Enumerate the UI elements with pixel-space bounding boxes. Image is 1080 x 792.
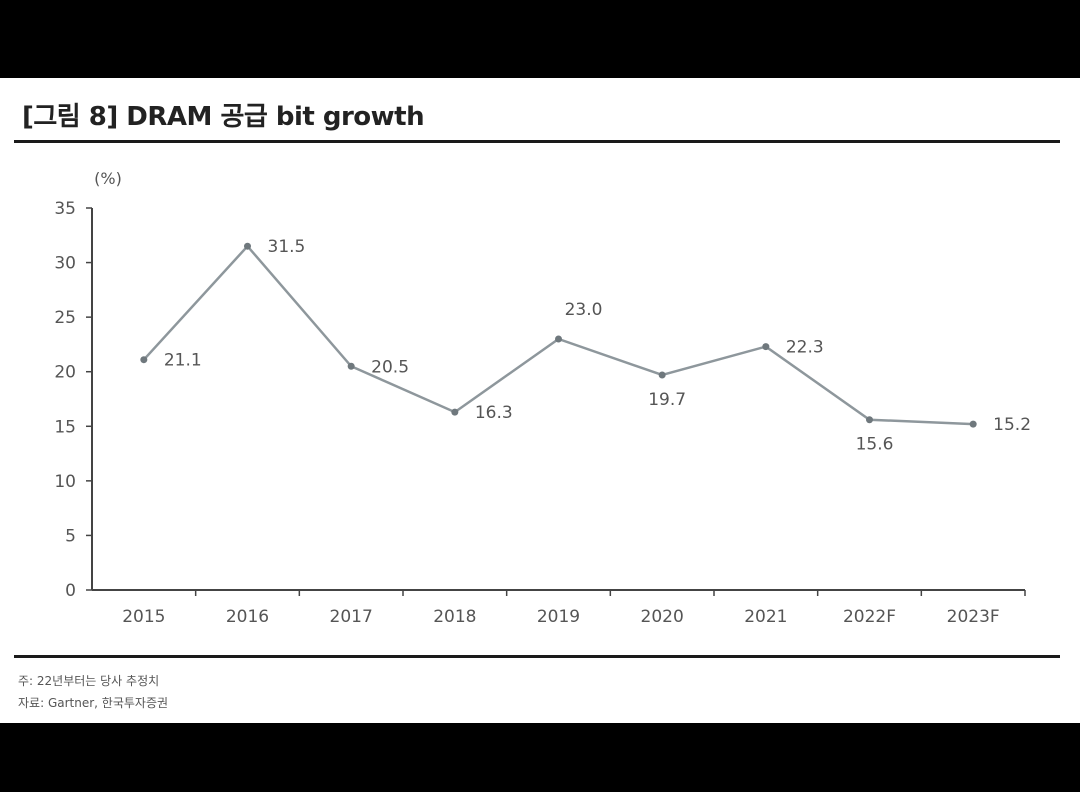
series-line	[142, 244, 974, 426]
data-label: 16.3	[475, 403, 513, 423]
data-point	[969, 420, 977, 428]
x-tick-label: 2019	[537, 607, 580, 627]
x-tick-label: 2021	[744, 607, 787, 627]
data-point	[244, 242, 251, 250]
data-point	[866, 416, 873, 424]
data-label: 15.6	[856, 435, 894, 455]
data-label: 20.5	[371, 357, 409, 377]
data-point	[451, 408, 459, 416]
y-tick-label: 10	[54, 472, 76, 492]
footer-divider	[14, 655, 1060, 658]
y-tick-label: 15	[54, 417, 76, 437]
y-tick-label: 5	[65, 526, 76, 546]
y-axis-unit-label: (%)	[94, 169, 122, 188]
data-point	[140, 356, 148, 364]
data-point	[347, 362, 355, 370]
data-point	[555, 335, 562, 343]
y-tick-label: 0	[65, 581, 76, 601]
x-tick-label: 2017	[330, 607, 373, 627]
data-label-group: 21.1 31.5 20.5 16.3 23.0 19.7 22.3 15.6 15.2	[164, 237, 1031, 455]
footnote-note: 주: 22년부터는 당사 추정치	[18, 674, 160, 688]
data-point	[658, 371, 666, 379]
x-tick-label: 2022F	[843, 607, 896, 627]
data-label: 15.2	[993, 415, 1031, 435]
title-divider	[14, 140, 1060, 143]
x-tick-label: 2016	[226, 607, 269, 627]
chart-title: [그림 8] DRAM 공급 bit growth	[22, 102, 425, 132]
y-tick-label: 25	[54, 308, 76, 328]
data-label: 19.7	[648, 390, 686, 410]
x-tick-label: 2015	[122, 607, 165, 627]
x-tick-label: 2020	[641, 607, 684, 627]
x-tick-label: 2018	[433, 607, 476, 627]
y-tick-label: 20	[54, 363, 76, 383]
series-line-group	[140, 242, 977, 428]
footnote-source: 자료: Gartner, 한국투자증권	[18, 696, 169, 710]
data-label: 23.0	[565, 300, 603, 320]
data-point	[762, 343, 770, 351]
data-label: 31.5	[268, 237, 306, 257]
x-tick-label: 2023F	[947, 607, 1000, 627]
chart-axes	[86, 207, 1026, 596]
y-axis-tick-labels: 0 5 10 15 20 25 30 35 (%)	[54, 169, 121, 601]
y-tick-label: 35	[54, 199, 76, 219]
data-label: 21.1	[164, 351, 202, 371]
y-tick-label: 30	[54, 254, 76, 274]
x-axis-tick-labels: 2015 2016 2017 2018 2019 2020 2021 2022F 2023F	[122, 607, 999, 627]
chart-panel	[0, 78, 1080, 723]
data-label: 22.3	[786, 338, 824, 358]
